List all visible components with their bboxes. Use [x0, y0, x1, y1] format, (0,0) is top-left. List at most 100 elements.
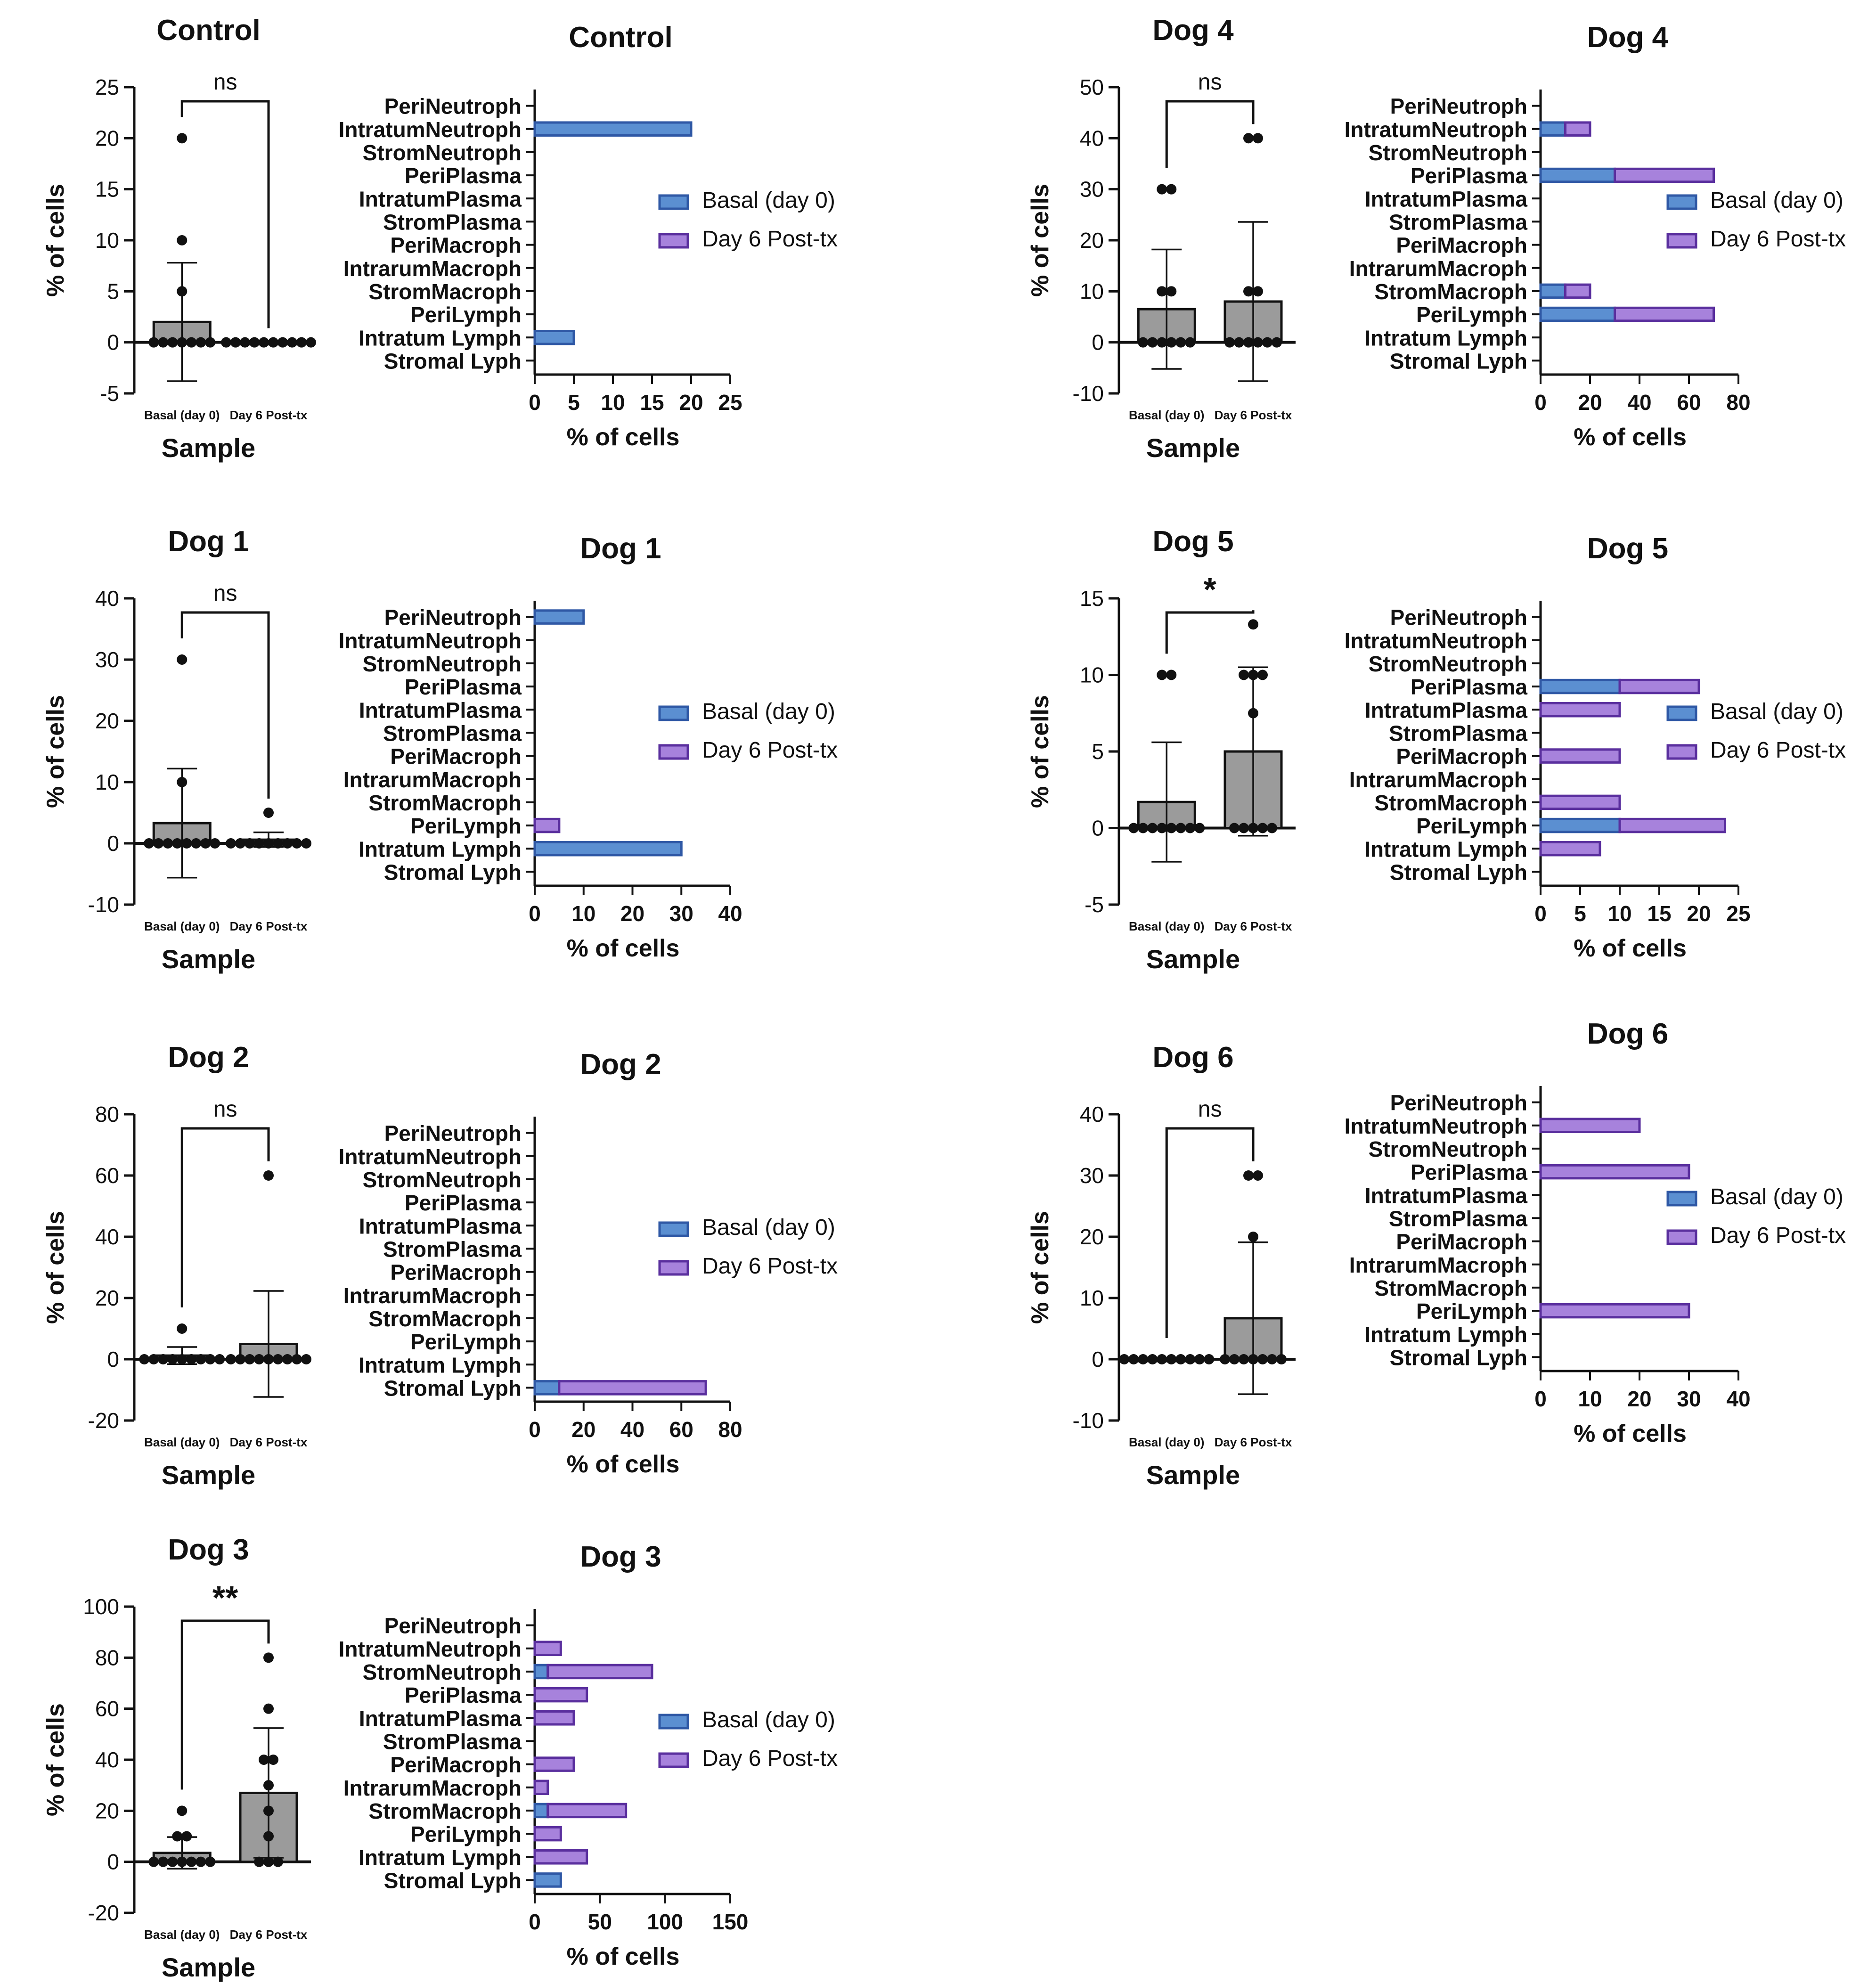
- post-bar: [533, 1826, 562, 1842]
- significance-label: ns: [213, 581, 237, 606]
- category-label: StromPlasma: [1389, 721, 1527, 745]
- post-data-point: [1253, 133, 1263, 144]
- y-tick-label: 20: [95, 709, 119, 733]
- post-data-point: [273, 1354, 283, 1364]
- post-data-point: [226, 1354, 236, 1364]
- post-data-point: [282, 1354, 293, 1364]
- post-data-point: [1229, 1354, 1240, 1364]
- y-tick-label: 10: [95, 770, 119, 794]
- post-bar: [1539, 1118, 1641, 1134]
- x-tick-label: 60: [1677, 390, 1701, 415]
- category-label: IntratumNeutroph: [339, 1637, 522, 1661]
- y-axis-label: % of cells: [42, 1211, 69, 1324]
- basal-data-point: [1128, 1354, 1139, 1364]
- y-tick-label: 30: [1080, 177, 1104, 202]
- y-tick-label: -10: [1073, 1408, 1104, 1433]
- post-data-point: [282, 838, 293, 849]
- category-label: StromMacroph: [368, 791, 522, 815]
- x-tick-label: 60: [669, 1417, 693, 1442]
- category-label: PeriLymph: [1416, 1299, 1527, 1323]
- category-label: StromNeutroph: [363, 652, 522, 676]
- basal-data-point: [148, 1856, 159, 1867]
- basal-data-point: [1157, 184, 1167, 195]
- post-data-point: [1248, 823, 1258, 833]
- post-bar: [1618, 817, 1726, 833]
- x-tick-label: 0: [1534, 901, 1547, 926]
- category-label: PeriPlasma: [405, 163, 522, 188]
- basal-bar: [533, 1803, 549, 1819]
- basal-data-point: [1147, 1354, 1158, 1364]
- basal-data-point: [1157, 1354, 1167, 1364]
- basal-data-point: [1128, 823, 1139, 833]
- post-data-point: [235, 838, 245, 849]
- post-data-point: [263, 1703, 274, 1714]
- scatter-title: Dog 5: [1152, 525, 1233, 558]
- category-label: StromNeutroph: [363, 1168, 522, 1192]
- x-group-label: Day 6 Post-tx: [1215, 919, 1292, 933]
- significance-bracket: [1165, 1127, 1255, 1338]
- legend-label-post: Day 6 Post-tx: [1710, 1223, 1846, 1248]
- bar-panel: ControlPeriNeutrophIntratumNeutrophStrom…: [339, 21, 838, 451]
- category-label: IntrarumMacroph: [343, 1776, 522, 1800]
- post-data-point: [1257, 669, 1268, 680]
- category-label: IntratumPlasma: [359, 1706, 522, 1731]
- y-tick-label: 20: [1080, 228, 1104, 253]
- x-tick-label: 0: [529, 390, 541, 415]
- category-label: PeriNeutroph: [1390, 94, 1527, 119]
- category-label: PeriLymph: [410, 814, 522, 838]
- scatter-title: Dog 6: [1152, 1041, 1233, 1074]
- post-data-point: [240, 337, 250, 348]
- basal-data-point: [205, 337, 216, 348]
- post-data-point: [235, 1354, 245, 1364]
- y-tick-label: -10: [88, 892, 119, 917]
- basal-data-point: [177, 1323, 188, 1334]
- x-tick-label: 5: [1574, 901, 1586, 926]
- y-tick-label: 50: [1080, 75, 1104, 99]
- basal-data-point: [163, 838, 173, 849]
- category-label: Intratum Lymph: [359, 1845, 522, 1870]
- basal-data-point: [1204, 1354, 1215, 1364]
- category-label: Stromal Lyph: [1390, 349, 1527, 373]
- post-data-point: [1248, 619, 1258, 630]
- category-label: IntratumNeutroph: [339, 117, 522, 142]
- x-group-label: Basal (day 0): [1129, 919, 1204, 933]
- basal-bar: [1539, 283, 1566, 299]
- y-tick-label: 15: [95, 177, 119, 202]
- category-label: IntratumNeutroph: [1345, 117, 1527, 142]
- post-data-point: [254, 1354, 264, 1364]
- y-tick-label: -20: [88, 1901, 119, 1925]
- category-label: IntratumPlasma: [359, 1214, 522, 1238]
- x-group-label: Day 6 Post-tx: [230, 408, 308, 422]
- y-axis-label: % of cells: [42, 695, 69, 808]
- post-data-point: [1262, 337, 1272, 348]
- x-tick-label: 40: [718, 901, 742, 926]
- post-data-point: [1267, 823, 1277, 833]
- basal-data-point: [1166, 1354, 1177, 1364]
- post-data-point: [263, 1354, 274, 1364]
- category-label: PeriPlasma: [1411, 163, 1527, 188]
- category-label: Intratum Lymph: [1364, 326, 1527, 350]
- basal-data-point: [196, 1856, 206, 1867]
- y-tick-label: 5: [107, 279, 119, 303]
- y-tick-label: -5: [1085, 892, 1104, 917]
- basal-data-point: [1147, 337, 1158, 348]
- x-tick-label: 15: [640, 390, 664, 415]
- category-label: IntratumPlasma: [359, 698, 522, 722]
- basal-data-point: [1175, 823, 1186, 833]
- legend-label-basal: Basal (day 0): [702, 699, 835, 724]
- y-tick-label: 10: [1080, 663, 1104, 687]
- bar-panel: Dog 2 PeriNeutrophIntratumNeutrophStromNe…: [339, 1048, 838, 1478]
- basal-bar: [1539, 678, 1621, 694]
- y-tick-label: 0: [107, 1850, 119, 1874]
- basal-data-point: [1185, 337, 1196, 348]
- y-tick-label: 0: [107, 1347, 119, 1372]
- scatter-title: Dog 2: [168, 1041, 249, 1074]
- post-bar: [533, 1641, 562, 1657]
- post-data-point: [1220, 1354, 1230, 1364]
- x-group-label: Day 6 Post-tx: [230, 1435, 308, 1449]
- post-data-point: [245, 838, 255, 849]
- x-axis-label: Sample: [162, 944, 255, 974]
- legend-swatch-post: [658, 233, 689, 249]
- x-axis-label: % of cells: [567, 935, 680, 962]
- category-label: IntratumNeutroph: [1345, 629, 1527, 653]
